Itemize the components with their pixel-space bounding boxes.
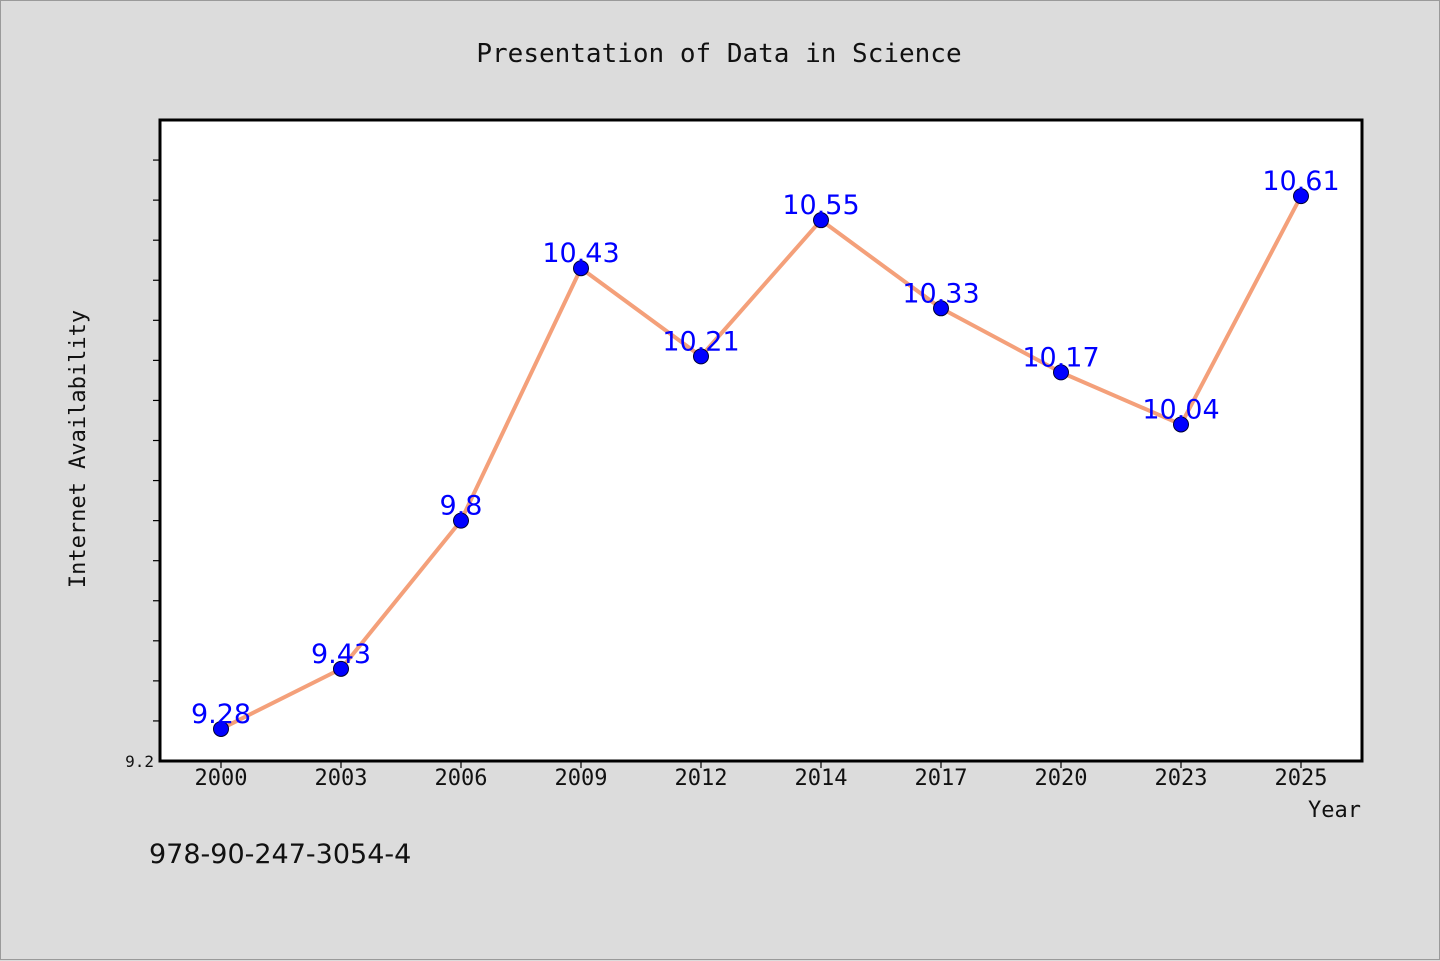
x-tick-label: 2023 (1155, 766, 1208, 791)
x-tick-label: 2000 (195, 766, 248, 791)
data-point (693, 348, 709, 365)
y-axis-label: Internet Availability (66, 310, 91, 588)
data-labels: 9.28 9.43 9.8 10.43 10.21 10.55 10.33 10.17 10.0… (191, 166, 1340, 730)
x-tick-label: 2012 (675, 766, 728, 791)
series-group (213, 188, 1309, 737)
data-point (333, 660, 349, 677)
x-axis-label: Year (1308, 798, 1361, 823)
plot-area (158, 118, 1364, 763)
data-label: 10.55 (782, 190, 859, 221)
chart-title: Presentation of Data in Science (476, 39, 961, 69)
x-tick-label: 2003 (315, 766, 368, 791)
y-tick-label: 9.2 (125, 752, 154, 771)
data-label: 10.04 (1142, 394, 1219, 425)
x-tick-label: 2020 (1035, 766, 1088, 791)
data-point (1053, 364, 1069, 381)
data-point (933, 300, 949, 317)
data-label: 10.61 (1262, 166, 1339, 197)
data-label: 9.43 (311, 639, 371, 670)
data-label: 10.17 (1022, 342, 1099, 373)
data-label: 9.8 (440, 491, 483, 522)
data-point (213, 720, 229, 737)
x-tick-label: 2006 (435, 766, 488, 791)
data-label: 10.33 (902, 278, 979, 309)
data-label: 9.28 (191, 699, 251, 730)
y-axis-ticks (153, 159, 160, 722)
data-point (813, 212, 829, 229)
x-tick-label: 2009 (555, 766, 608, 791)
x-axis-ticks: 2000 2003 2006 2009 2012 2014 2017 2020 2023 2025 (195, 761, 1328, 791)
data-label: 10.43 (542, 238, 619, 269)
x-tick-label: 2014 (795, 766, 848, 791)
x-tick-label: 2025 (1275, 766, 1328, 791)
data-label: 10.21 (662, 326, 739, 357)
x-tick-label: 2017 (915, 766, 968, 791)
data-point (1173, 416, 1189, 433)
data-point (1293, 188, 1309, 205)
data-point (573, 260, 589, 277)
series-line (219, 194, 1303, 731)
data-point (453, 512, 469, 529)
isbn-footer-text: 978-90-247-3054-4 (149, 839, 411, 870)
